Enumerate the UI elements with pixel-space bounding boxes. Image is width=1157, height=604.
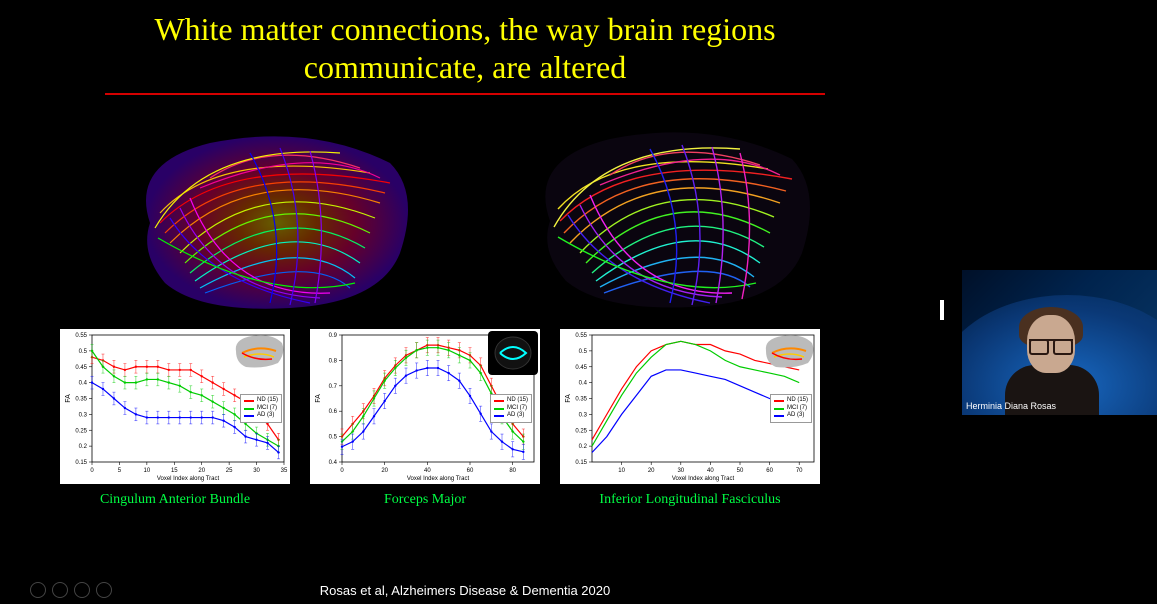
speaker-webcam[interactable]: Herminia Diana Rosas [962,270,1157,415]
chart-1: 0.40.50.60.70.80.9020406080Voxel Index a… [310,329,540,508]
svg-text:0.25: 0.25 [75,428,87,434]
svg-text:35: 35 [281,468,288,474]
svg-text:FA: FA [315,394,322,403]
svg-text:0.9: 0.9 [329,333,338,339]
svg-text:0.2: 0.2 [79,444,88,450]
svg-text:0.15: 0.15 [575,460,587,466]
svg-text:15: 15 [171,468,178,474]
svg-text:Voxel Index along Tract: Voxel Index along Tract [157,476,220,482]
svg-text:0.45: 0.45 [575,365,587,371]
chart-label-0: Cingulum Anterior Bundle [100,492,250,508]
brain-tractography-right [500,113,830,313]
svg-text:20: 20 [381,468,388,474]
svg-text:80: 80 [509,468,516,474]
more-icon[interactable] [96,582,112,598]
svg-text:0.15: 0.15 [75,460,87,466]
chart-plot-1: 0.40.50.60.70.80.9020406080Voxel Index a… [310,329,540,484]
svg-text:0.35: 0.35 [575,396,587,402]
eraser-icon[interactable] [74,582,90,598]
brain-images-row [0,113,930,313]
svg-text:0.5: 0.5 [579,349,588,355]
svg-text:FA: FA [565,394,572,403]
svg-text:30: 30 [253,468,260,474]
charts-row: 0.150.20.250.30.350.40.450.50.5505101520… [0,329,930,508]
svg-text:0.5: 0.5 [329,434,338,440]
svg-text:60: 60 [766,468,773,474]
svg-text:20: 20 [198,468,205,474]
presentation-slide: White matter connections, the way brain … [0,0,930,604]
svg-text:0.3: 0.3 [579,412,588,418]
highlighter-icon[interactable] [52,582,68,598]
svg-text:0.8: 0.8 [329,358,338,364]
svg-text:FA: FA [65,394,72,403]
svg-text:50: 50 [737,468,744,474]
chart-2: 0.15 0.2 0.25 0.3 0.35 0.4 0.45 0.5 0.55 10 20 30 40… [560,329,820,508]
brain-tractography-left [100,113,430,313]
speaker-name-label: Herminia Diana Rosas [966,401,1056,411]
annotation-controls [30,582,112,598]
chart-label-2: Inferior Longitudinal Fasciculus [599,492,780,508]
title-line-1: White matter connections, the way brain … [0,10,930,48]
svg-text:0.4: 0.4 [79,380,88,386]
svg-text:0.4: 0.4 [329,460,338,466]
svg-text:0.6: 0.6 [329,409,338,415]
svg-text:20: 20 [648,468,655,474]
chart-plot-0: 0.150.20.250.30.350.40.450.50.5505101520… [60,329,290,484]
title-line-2: communicate, are altered [0,48,930,86]
svg-text:70: 70 [796,468,803,474]
svg-text:0.3: 0.3 [79,412,88,418]
citation-text: Rosas et al, Alzheimers Disease & Dement… [0,583,930,598]
chart-0: 0.150.20.250.30.350.40.450.50.5505101520… [60,329,290,508]
svg-text:0.55: 0.55 [575,333,587,339]
svg-text:40: 40 [707,468,714,474]
svg-text:30: 30 [677,468,684,474]
cursor-indicator [940,300,944,320]
svg-text:0.2: 0.2 [579,444,588,450]
title-underline [105,93,825,95]
svg-text:Voxel Index along Tract: Voxel Index along Tract [672,476,735,482]
svg-text:0.35: 0.35 [75,396,87,402]
pen-icon[interactable] [30,582,46,598]
svg-text:Voxel Index along Tract: Voxel Index along Tract [407,476,470,482]
svg-text:40: 40 [424,468,431,474]
svg-text:10: 10 [618,468,625,474]
svg-text:0.55: 0.55 [75,333,87,339]
svg-text:25: 25 [226,468,233,474]
svg-text:60: 60 [467,468,474,474]
svg-text:0.45: 0.45 [75,365,87,371]
svg-text:0.25: 0.25 [575,428,587,434]
svg-text:10: 10 [144,468,151,474]
svg-text:0.7: 0.7 [329,384,338,390]
chart-label-1: Forceps Major [384,492,466,508]
slide-title: White matter connections, the way brain … [0,0,930,87]
svg-text:0.5: 0.5 [79,349,88,355]
speaker-figure [997,305,1107,415]
svg-text:0.4: 0.4 [579,380,588,386]
chart-plot-2: 0.15 0.2 0.25 0.3 0.35 0.4 0.45 0.5 0.55 10 20 30 40… [560,329,820,484]
